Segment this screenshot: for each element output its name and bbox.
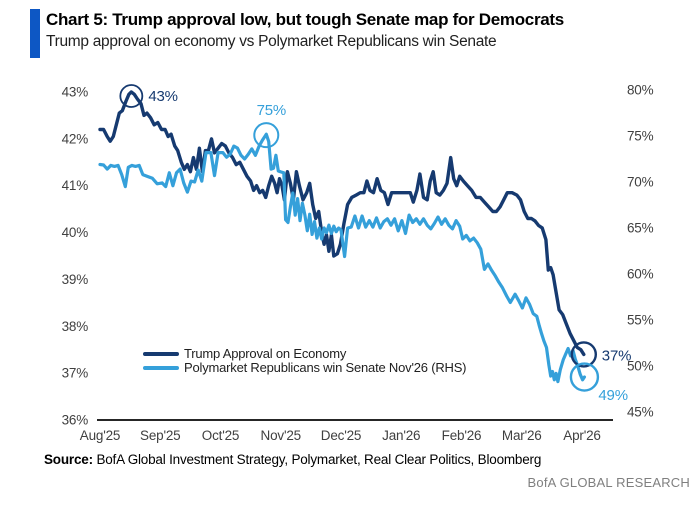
annotation-circle-75	[253, 122, 280, 149]
x-axis-tick: Dec'25	[321, 428, 361, 443]
right-axis-tick: 70%	[627, 175, 654, 190]
left-axis-tick: 42%	[62, 131, 89, 146]
left-axis-tick: 38%	[62, 319, 89, 334]
annotation-label-49: 49%	[598, 387, 627, 404]
right-axis-tick: 75%	[627, 129, 654, 144]
legend: Trump Approval on Economy Polymarket Rep…	[143, 346, 467, 375]
annotation-circle-37	[570, 341, 598, 368]
polymarket-line-swatch	[143, 365, 179, 370]
legend-item-polymarket: Polymarket Republicans win Senate Nov'26…	[143, 360, 467, 375]
x-axis-tick: Aug'25	[80, 428, 120, 443]
right-axis-tick: 60%	[627, 267, 654, 282]
source-text: BofA Global Investment Strategy, Polymar…	[96, 452, 542, 467]
left-axis-tick: 36%	[62, 413, 89, 428]
page-title: Chart 5: Trump approval low, but tough S…	[46, 10, 564, 29]
right-axis-tick: 80%	[627, 83, 654, 98]
annotation-circle-43	[119, 84, 144, 108]
x-axis-tick: Jan'26	[382, 428, 420, 443]
x-axis-tick: Apr'26	[563, 428, 600, 443]
x-axis-tick: Feb'26	[442, 428, 482, 443]
approval-line-swatch	[143, 351, 179, 356]
annotation-label-75: 75%	[257, 102, 286, 119]
legend-item-approval: Trump Approval on Economy	[143, 346, 466, 361]
x-axis-tick: Sep'25	[140, 428, 180, 443]
left-axis-tick: 43%	[62, 85, 89, 100]
title-accent-bar	[30, 9, 40, 58]
left-axis-tick: 39%	[62, 272, 89, 287]
left-axis-tick: 40%	[62, 225, 89, 240]
source-line: Source: BofA Global Investment Strategy,…	[44, 452, 541, 467]
brand-mark: BofA GLOBAL RESEARCH	[527, 475, 690, 490]
right-axis-tick: 45%	[627, 405, 654, 420]
x-axis-tick: Oct'25	[202, 428, 239, 443]
annotation-label-37: 37%	[602, 347, 631, 364]
right-axis-tick: 55%	[627, 313, 654, 328]
right-axis-tick: 65%	[627, 221, 654, 236]
left-axis-tick: 41%	[62, 178, 89, 193]
right-axis-tick: 50%	[627, 359, 654, 374]
left-axis-tick: 37%	[62, 366, 89, 381]
legend-label-polymarket: Polymarket Republicans win Senate Nov'26…	[184, 360, 467, 375]
page-subtitle: Trump approval on economy vs Polymarket …	[46, 33, 497, 50]
legend-label-approval: Trump Approval on Economy	[184, 346, 347, 361]
annotation-circle-49	[569, 362, 600, 392]
x-axis-tick: Mar'26	[502, 428, 542, 443]
approval-series-line	[98, 90, 586, 357]
x-axis-tick: Nov'25	[261, 428, 301, 443]
annotation-label-43: 43%	[148, 88, 177, 105]
source-label: Source:	[44, 452, 93, 467]
polymarket-series-line	[98, 132, 587, 384]
